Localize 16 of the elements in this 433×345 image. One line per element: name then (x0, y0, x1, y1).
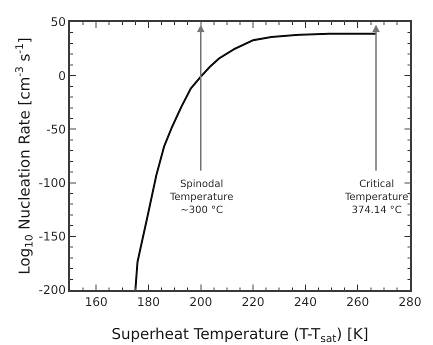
y-tick-label: 0 (58, 68, 66, 83)
y-tick-label: -50 (46, 122, 66, 136)
x-tick-label: 280 (398, 295, 422, 310)
y-tick-label: 50 (50, 15, 66, 30)
x-tick-label: 240 (294, 295, 317, 310)
ref-line-label: Critical Temperature 374.14 °C (344, 179, 408, 216)
y-tick-label: -100 (38, 176, 66, 190)
y-tick-label: -200 (38, 283, 66, 298)
x-tick-label: 200 (189, 295, 212, 310)
x-tick-label: 220 (242, 295, 265, 310)
ref-line-label: Spinodal Temperature ~300 °C (169, 179, 234, 216)
x-tick-label: 260 (346, 295, 370, 310)
x-tick-label: 160 (84, 295, 108, 310)
y-tick-label: -150 (38, 230, 66, 244)
x-tick-label: 180 (137, 295, 160, 310)
x-axis-title: Superheat Temperature (T-T$_{sat}$) [K] (111, 324, 369, 345)
